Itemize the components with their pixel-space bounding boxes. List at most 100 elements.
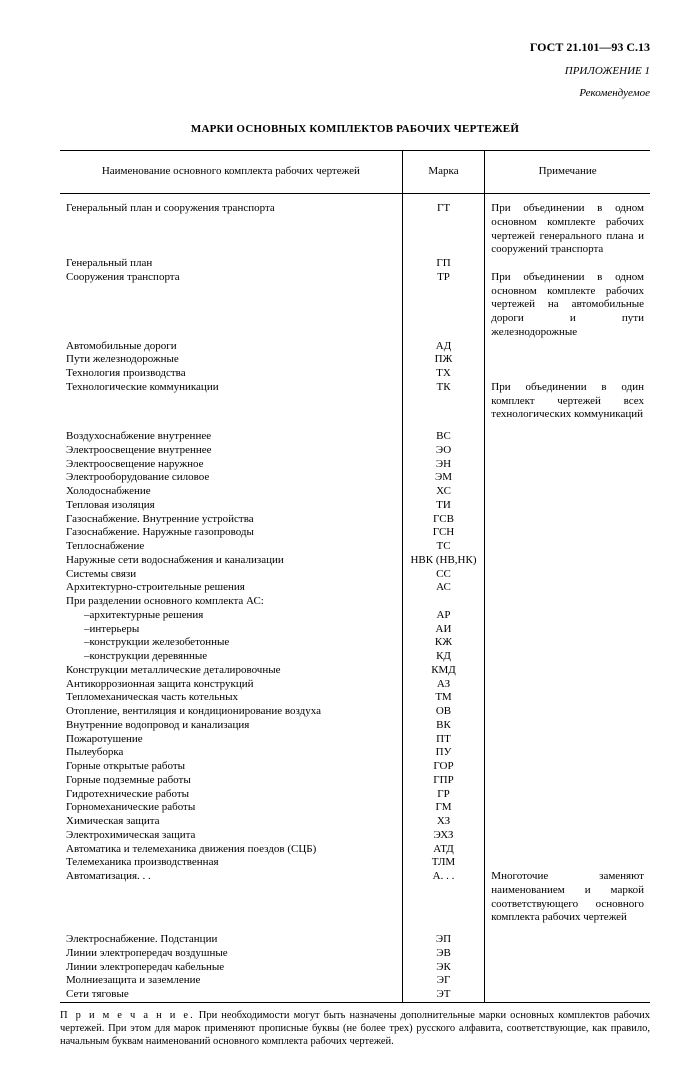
- cell-note: [485, 340, 650, 354]
- cell-name: При разделении основного комплекта АС:: [60, 595, 402, 609]
- table-row: Тепловая изоляцияТИ: [60, 499, 650, 513]
- header-standard: ГОСТ 21.101—93 С.13: [60, 40, 650, 55]
- cell-name: –конструкции деревянные: [60, 650, 402, 664]
- cell-note: [485, 609, 650, 623]
- cell-name: Горные подземные работы: [60, 774, 402, 788]
- cell-mark: ЭТ: [402, 988, 485, 1002]
- cell-name: Молниезащита и заземление: [60, 974, 402, 988]
- cell-name: Холодоснабжение: [60, 485, 402, 499]
- table-row: Сети тяговыеЭТ: [60, 988, 650, 1002]
- table-row: Пути железнодорожныеПЖ: [60, 353, 650, 367]
- cell-name: Антикоррозионная защита конструкций: [60, 678, 402, 692]
- cell-name: Линии электропередач воздушные: [60, 947, 402, 961]
- cell-mark: ТМ: [402, 691, 485, 705]
- table-row: Воздухоснабжение внутреннееВС: [60, 430, 650, 444]
- cell-note: [485, 554, 650, 568]
- cell-name: Генеральный план и сооружения транспорта: [60, 202, 402, 257]
- cell-name: Горные открытые работы: [60, 760, 402, 774]
- table-row: Внутренние водопровод и канализацияВК: [60, 719, 650, 733]
- cell-mark: ТР: [402, 271, 485, 340]
- cell-mark: ОВ: [402, 705, 485, 719]
- cell-mark: ТЛМ: [402, 856, 485, 870]
- cell-name: Электрохимическая защита: [60, 829, 402, 843]
- cell-note: [485, 947, 650, 961]
- table-row: Электроосвещение наружноеЭН: [60, 458, 650, 472]
- cell-name: Телемеханика производственная: [60, 856, 402, 870]
- cell-note: [485, 815, 650, 829]
- footnote-lead: П р и м е ч а н и е.: [60, 1010, 195, 1021]
- cell-note: [485, 829, 650, 843]
- cell-note: [485, 774, 650, 788]
- cell-name: Архитектурно-строительные решения: [60, 581, 402, 595]
- table-row: Горные подземные работыГПР: [60, 774, 650, 788]
- table-row: Антикоррозионная защита конструкцийАЗ: [60, 678, 650, 692]
- cell-mark: КЖ: [402, 636, 485, 650]
- cell-note: При объединении в одном основном комплек…: [485, 271, 650, 340]
- table-row: Конструкции металлические деталировочные…: [60, 664, 650, 678]
- cell-note: [485, 444, 650, 458]
- cell-name: Тепломеханическая часть котельных: [60, 691, 402, 705]
- header-appendix: ПРИЛОЖЕНИЕ 1: [60, 65, 650, 79]
- cell-note: [485, 636, 650, 650]
- cell-mark: ГП: [402, 257, 485, 271]
- table-body: Генеральный план и сооружения транспорта…: [60, 194, 650, 1003]
- cell-note: [485, 623, 650, 637]
- table-row: Сооружения транспортаТРПри объединении в…: [60, 271, 650, 340]
- cell-note: При объединении в один комплект чертежей…: [485, 381, 650, 422]
- table-header-row: Наименование основного комплекта рабочих…: [60, 151, 650, 194]
- table-row: ПожаротушениеПТ: [60, 733, 650, 747]
- cell-note: [485, 988, 650, 1002]
- table-row: Автоматика и телемеханика движения поезд…: [60, 843, 650, 857]
- cell-mark: ПЖ: [402, 353, 485, 367]
- cell-mark: СС: [402, 568, 485, 582]
- table-row: Электрооборудование силовоеЭМ: [60, 471, 650, 485]
- cell-note: [485, 257, 650, 271]
- cell-mark: ТК: [402, 381, 485, 422]
- cell-name: –интерьеры: [60, 623, 402, 637]
- cell-note: [485, 513, 650, 527]
- cell-note: [485, 353, 650, 367]
- cell-note: [485, 499, 650, 513]
- cell-mark: А. . .: [402, 870, 485, 925]
- col-header-mark: Марка: [402, 151, 485, 194]
- cell-name: Линии электропередач кабельные: [60, 961, 402, 975]
- table-row: [60, 925, 650, 933]
- cell-mark: ЭН: [402, 458, 485, 472]
- cell-mark: ГТ: [402, 202, 485, 257]
- cell-mark: ВК: [402, 719, 485, 733]
- cell-note: [485, 458, 650, 472]
- cell-name: Горномеханические работы: [60, 801, 402, 815]
- cell-mark: АР: [402, 609, 485, 623]
- table-row: –интерьерыАИ: [60, 623, 650, 637]
- cell-name: Отопление, вентиляция и кондиционировани…: [60, 705, 402, 719]
- table-row: Горномеханические работыГМ: [60, 801, 650, 815]
- table-row: –конструкции железобетонныеКЖ: [60, 636, 650, 650]
- cell-note: [485, 856, 650, 870]
- cell-note: [485, 746, 650, 760]
- cell-note: [485, 961, 650, 975]
- cell-note: [485, 650, 650, 664]
- cell-mark: КМД: [402, 664, 485, 678]
- cell-name: Автоматизация. . .: [60, 870, 402, 925]
- cell-note: При объединении в одном основном комплек…: [485, 202, 650, 257]
- cell-name: Газоснабжение. Внутренние устройства: [60, 513, 402, 527]
- table-row: Гидротехнические работыГР: [60, 788, 650, 802]
- table-row: Газоснабжение. Наружные газопроводыГСН: [60, 526, 650, 540]
- cell-mark: ХС: [402, 485, 485, 499]
- cell-name: Генеральный план: [60, 257, 402, 271]
- cell-name: Автоматика и телемеханика движения поезд…: [60, 843, 402, 857]
- cell-mark: ГОР: [402, 760, 485, 774]
- table-row: –архитектурные решенияАР: [60, 609, 650, 623]
- cell-mark: ТС: [402, 540, 485, 554]
- cell-name: Системы связи: [60, 568, 402, 582]
- table-row: Горные открытые работыГОР: [60, 760, 650, 774]
- cell-mark: ПУ: [402, 746, 485, 760]
- cell-name: Технология производства: [60, 367, 402, 381]
- cell-mark: ТИ: [402, 499, 485, 513]
- cell-name: –конструкции железобетонные: [60, 636, 402, 650]
- cell-name: Пути железнодорожные: [60, 353, 402, 367]
- cell-name: Электроосвещение наружное: [60, 458, 402, 472]
- cell-mark: ЭВ: [402, 947, 485, 961]
- cell-name: Электрооборудование силовое: [60, 471, 402, 485]
- table-row: Автомобильные дорогиАД: [60, 340, 650, 354]
